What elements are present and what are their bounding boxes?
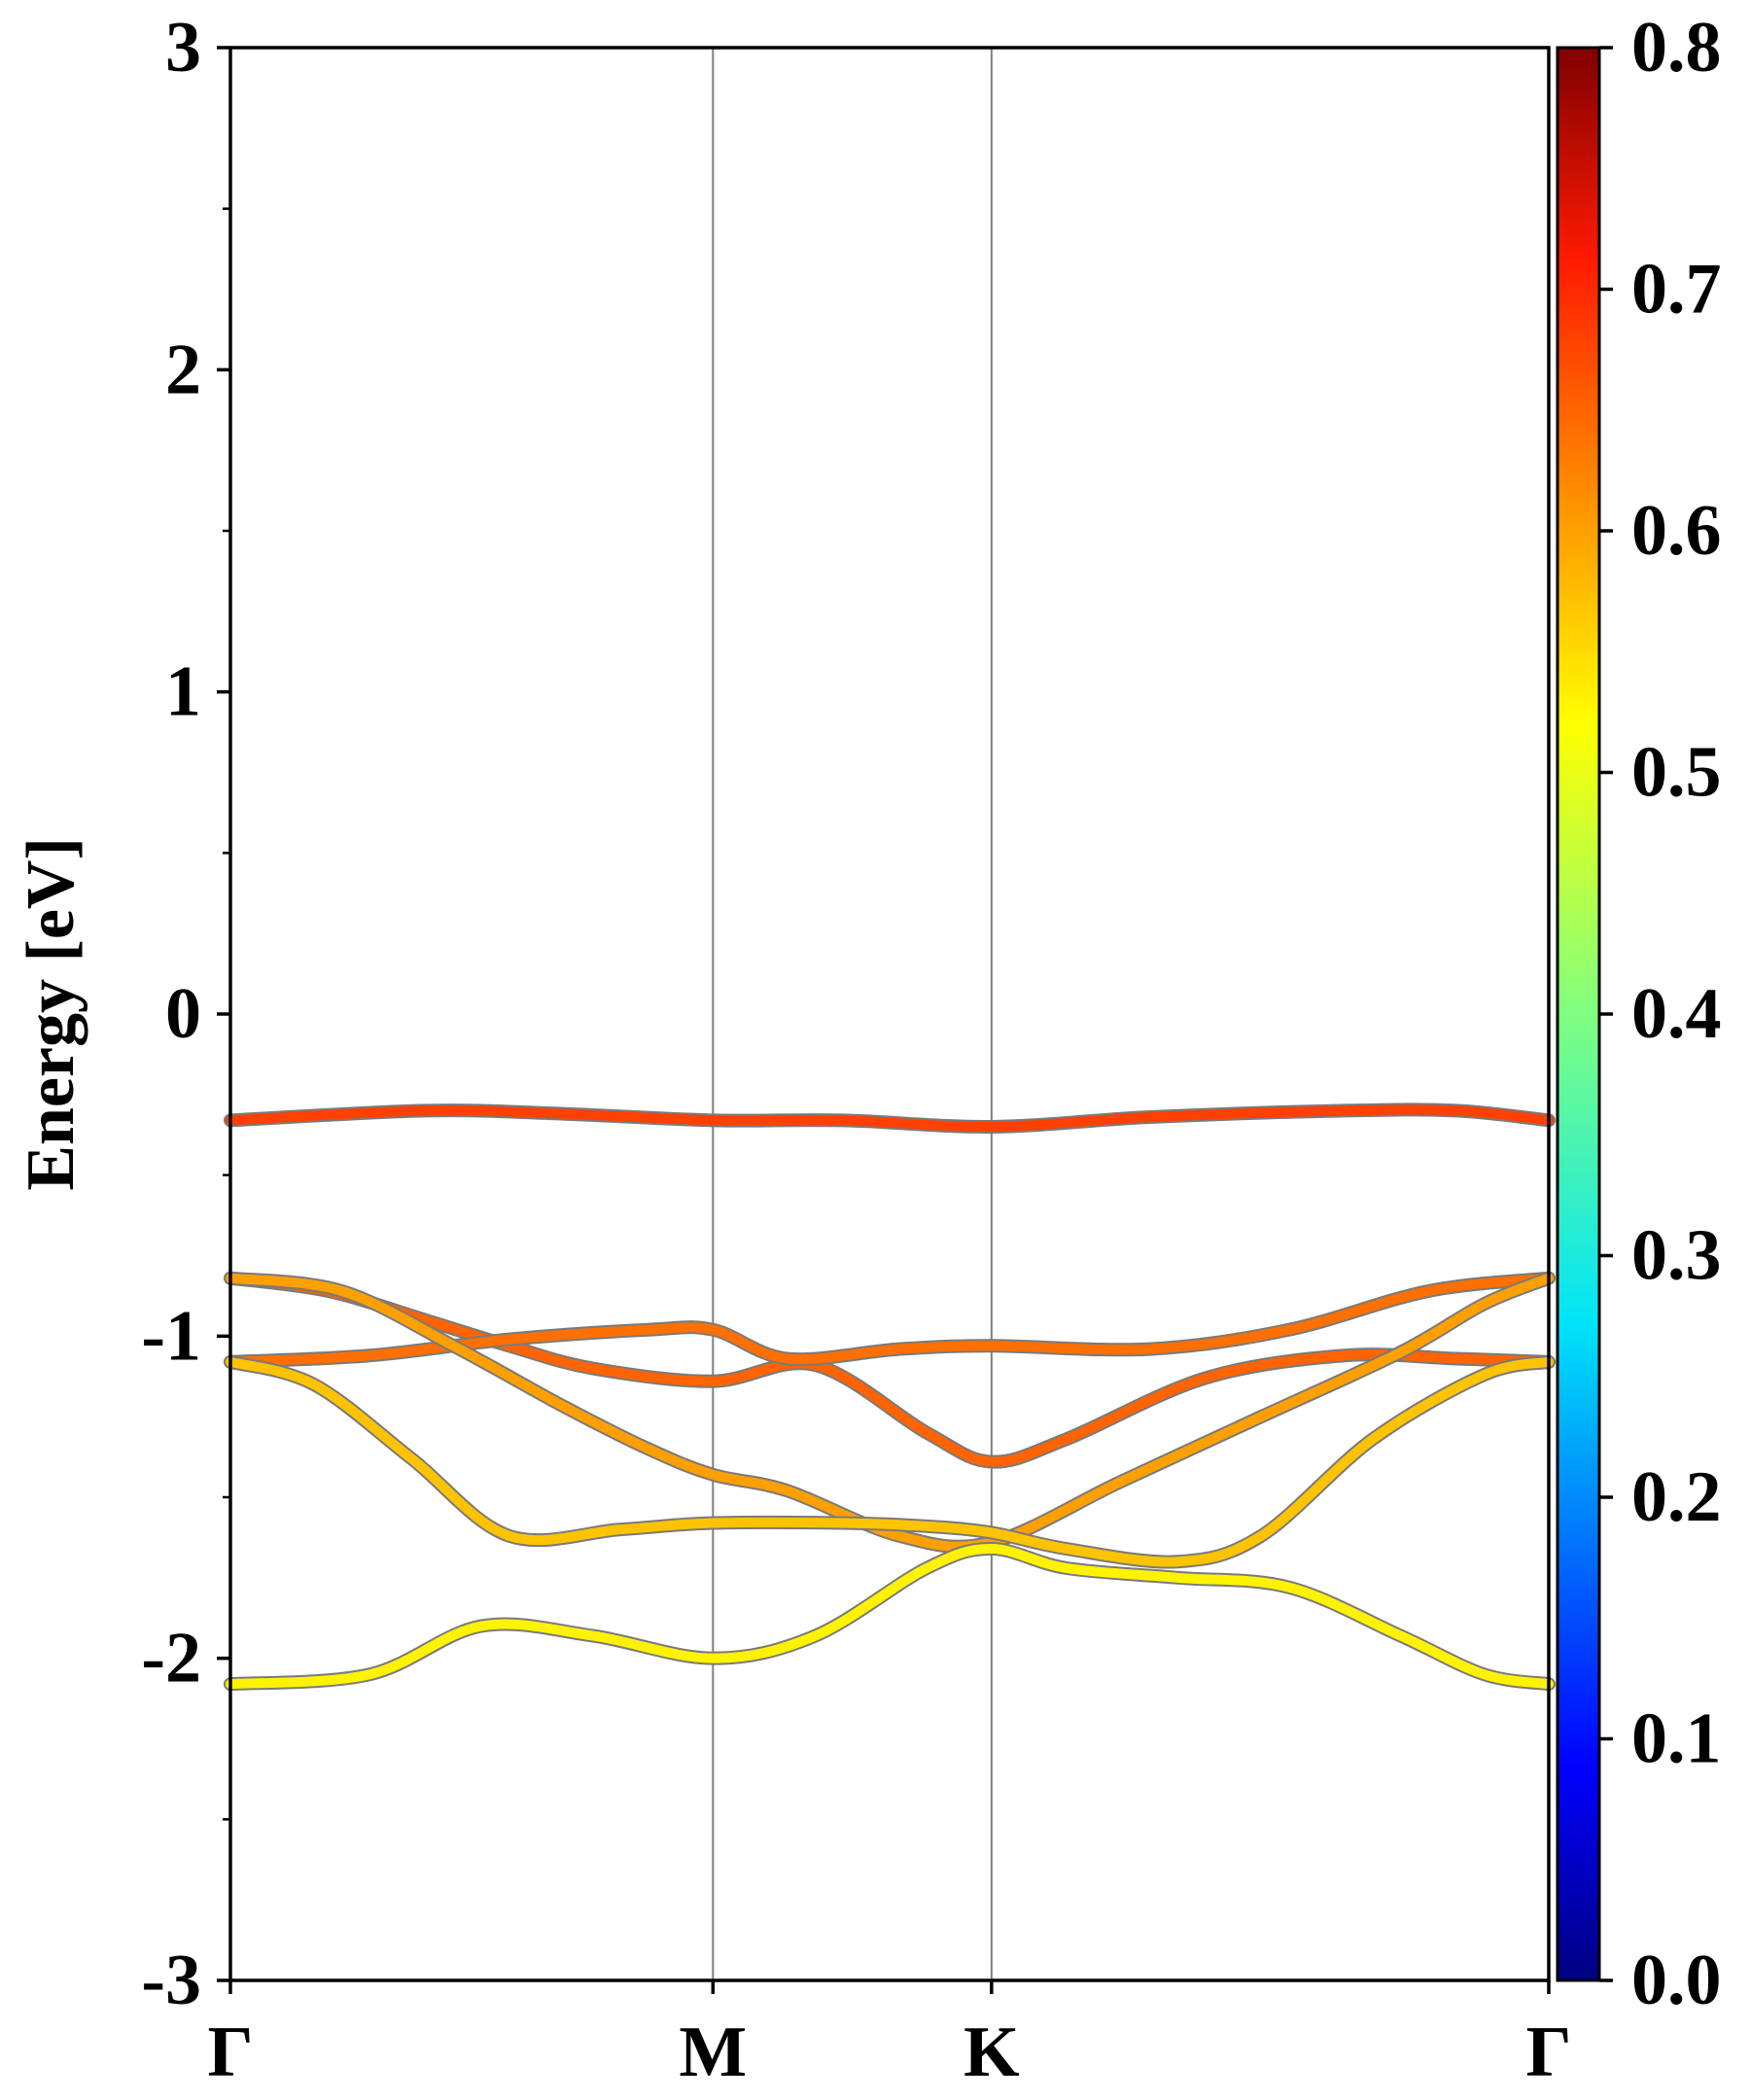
colorbar-tick-label: 0.6	[1631, 491, 1722, 571]
y-axis-ticks: 3 2 1 0 -1 -2 -3	[141, 8, 230, 2020]
x-tick-label: M	[679, 2012, 747, 2092]
y-axis-label: Energy [eV]	[14, 837, 88, 1191]
band-line	[226, 1104, 1554, 1132]
y-tick-label: -3	[141, 1941, 201, 2020]
x-tick-label: Γ	[207, 2012, 253, 2092]
y-tick-label: 3	[165, 8, 201, 88]
band-line	[226, 1356, 1554, 1567]
band-line	[226, 1273, 1554, 1467]
y-tick-label: -2	[141, 1619, 201, 1698]
colorbar-ticks: 0.0 0.1 0.2 0.3 0.4 0.5 0.6 0.7 0.8	[1599, 8, 1722, 2020]
colorbar-tick-label: 0.2	[1631, 1457, 1722, 1537]
colorbar-tick-label: 0.0	[1631, 1941, 1722, 2020]
colorbar-tick-label: 0.8	[1631, 8, 1722, 88]
colorbar-tick-label: 0.3	[1631, 1216, 1722, 1296]
bands-group	[224, 1102, 1556, 1692]
x-tick-label: K	[963, 2012, 1020, 2092]
y-tick-label: 2	[165, 330, 201, 409]
y-tick-label: 0	[165, 974, 201, 1054]
colorbar-tick-label: 0.4	[1631, 974, 1722, 1054]
colorbar	[1556, 46, 1601, 1982]
y-tick-label: 1	[165, 652, 201, 732]
band-line	[226, 1273, 1554, 1367]
y-tick-label: -1	[141, 1296, 201, 1376]
high-symmetry-lines	[712, 48, 993, 1980]
colorbar-tick-label: 0.7	[1631, 250, 1722, 330]
x-tick-label: Γ	[1525, 2012, 1571, 2092]
colorbar-tick-label: 0.1	[1631, 1699, 1722, 1779]
band-line	[226, 1544, 1554, 1690]
colorbar-tick-label: 0.5	[1631, 733, 1722, 813]
plot-frame	[228, 46, 1551, 1982]
